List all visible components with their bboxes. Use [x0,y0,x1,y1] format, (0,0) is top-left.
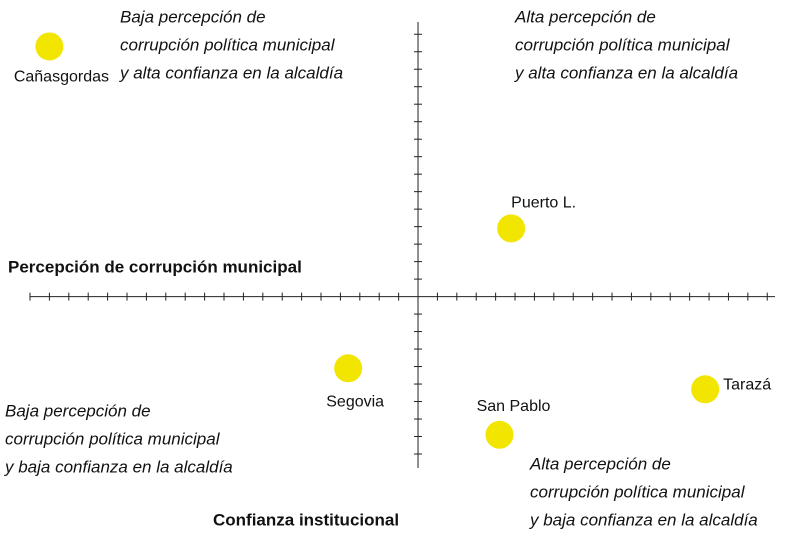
quadrant-note: corrupción política municipal [120,35,336,54]
point [334,354,363,383]
quadrant-note: y alta confianza en la alcaldía [119,63,343,82]
point [497,214,526,243]
quadrant-note: y alta confianza en la alcaldía [514,63,738,82]
point-label: Cañasgordas [14,69,109,86]
x-axis-label: Percepción de corrupción municipal [8,257,302,276]
quadrant-note: corrupción política municipal [5,429,221,448]
point [691,375,720,404]
point [35,32,64,61]
point-label: Segovia [326,394,384,411]
point-label: Puerto L. [511,195,576,212]
quadrant-note: Alta percepción de [514,7,656,26]
point-label: San Pablo [477,398,551,415]
y-axis-label: Confianza institucional [213,510,399,529]
quadrant-note: corrupción política municipal [530,482,746,501]
quadrant-note: corrupción política municipal [515,35,731,54]
point [485,420,514,449]
quadrant-note: y baja confianza en la alcaldía [4,457,233,476]
quadrant-note: Alta percepción de [529,454,671,473]
point-label: Tarazá [723,377,771,394]
quadrant-note: y baja confianza en la alcaldía [529,510,758,529]
quadrant-note: Baja percepción de [120,7,266,26]
quadrant-note: Baja percepción de [5,401,151,420]
